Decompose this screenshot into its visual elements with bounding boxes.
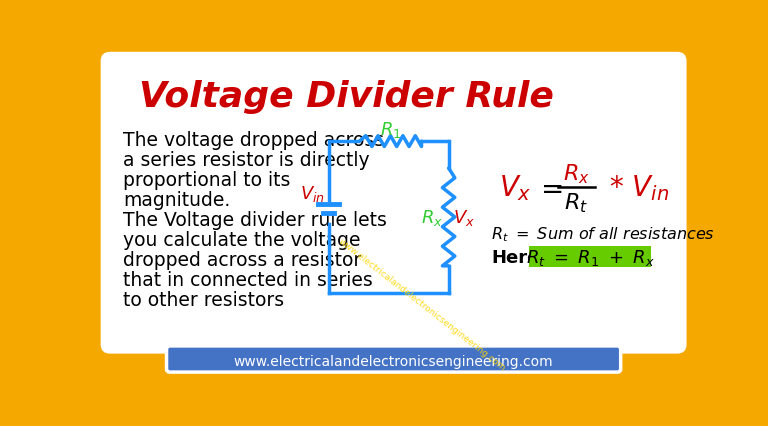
Text: The Voltage divider rule lets: The Voltage divider rule lets — [123, 210, 387, 229]
Text: that in connected in series: that in connected in series — [123, 270, 373, 289]
Text: www.electricalandelectronicsengineering.com: www.electricalandelectronicsengineering.… — [336, 237, 507, 372]
Text: $R_x$: $R_x$ — [563, 162, 590, 186]
Text: proportional to its: proportional to its — [123, 170, 290, 189]
Text: to other resistors: to other resistors — [123, 290, 284, 309]
FancyBboxPatch shape — [101, 53, 687, 354]
Text: $V_x$: $V_x$ — [499, 173, 531, 203]
Text: $*\ V_{in}$: $*\ V_{in}$ — [609, 173, 670, 203]
Text: $R_1$: $R_1$ — [380, 120, 401, 139]
Text: Voltage Divider Rule: Voltage Divider Rule — [139, 80, 554, 114]
Text: you calculate the voltage: you calculate the voltage — [123, 230, 361, 249]
FancyBboxPatch shape — [529, 246, 651, 268]
Text: a series resistor is directly: a series resistor is directly — [123, 150, 369, 169]
Text: The voltage dropped across: The voltage dropped across — [123, 130, 384, 149]
Text: dropped across a resistor: dropped across a resistor — [123, 250, 362, 269]
Text: Here: Here — [492, 248, 540, 266]
Text: $R_x$: $R_x$ — [421, 207, 442, 227]
FancyBboxPatch shape — [167, 346, 621, 372]
Text: $R_t$: $R_t$ — [564, 191, 588, 215]
Text: $=$: $=$ — [535, 174, 562, 202]
Text: www.electricalandelectronicsengineering.com: www.electricalandelectronicsengineering.… — [233, 354, 554, 368]
Text: magnitude.: magnitude. — [123, 190, 230, 209]
Text: $R_t\ =\ R_1\ +\ R_x$: $R_t\ =\ R_1\ +\ R_x$ — [526, 247, 654, 267]
Text: $V_x$: $V_x$ — [453, 207, 475, 227]
Text: $R_t\ =\ $$Sum\ of\ all\ resistances$: $R_t\ =\ $$Sum\ of\ all\ resistances$ — [492, 225, 715, 243]
Text: $V_{in}$: $V_{in}$ — [300, 183, 325, 203]
